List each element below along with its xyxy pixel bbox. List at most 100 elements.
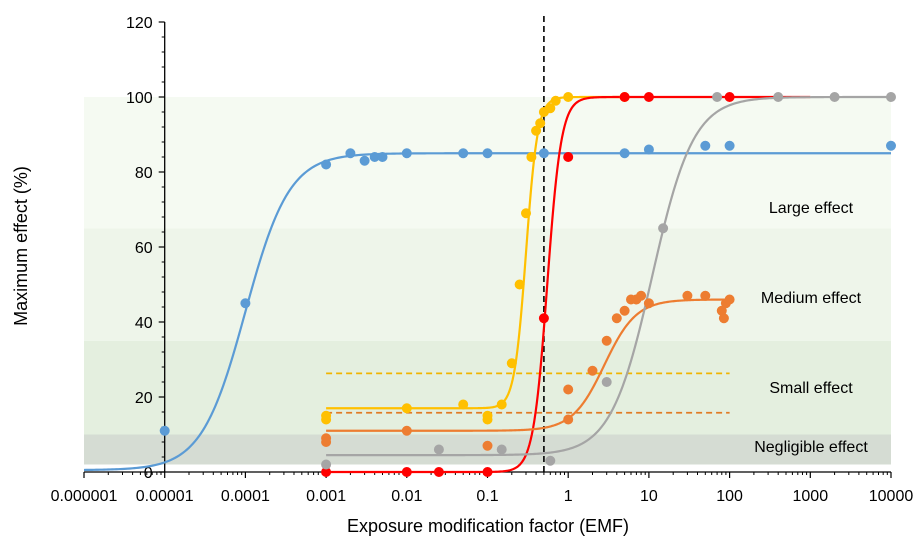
data-point-2 [563,152,574,162]
data-point-1 [458,399,469,410]
data-point-0 [377,152,388,162]
x-axis-title: Exposure modification factor (EMF) [347,516,629,536]
x-tick-label: 10 [640,488,658,505]
data-point-4 [496,444,507,455]
x-tick-label: 0.000001 [51,488,118,505]
fit-curve-1 [326,95,625,410]
data-point-1 [482,414,493,425]
band-medium-effect [84,228,891,341]
data-point-1 [506,358,517,369]
data-point-2 [619,92,630,102]
data-point-3 [563,384,574,395]
data-point-3 [587,365,598,376]
axis-labels: Exposure modification factor (EMF) Maxim… [11,166,629,536]
x-tick-label: 0.0001 [221,488,270,505]
data-point-1 [531,125,542,136]
data-point-3 [724,294,735,305]
data-point-3 [482,440,493,451]
x-tick-label: 0.00001 [136,488,194,505]
y-tick-label: 0 [144,465,153,482]
y-tick-label: 80 [135,165,153,182]
x-tick-label: 1000 [793,488,829,505]
data-point-3 [619,305,630,316]
data-point-4 [658,223,669,234]
data-point-4 [773,92,784,102]
data-point-0 [369,152,380,162]
data-point-3 [700,290,711,301]
axes: 0 20 40 60 80 100 120 0.000001 0.00001 0.0001 0.00… [51,15,914,505]
x-tick-label: 0.001 [306,488,346,505]
data-point-1 [526,152,537,162]
x-tick-label: 10000 [869,488,914,505]
x-tick-label: 1 [564,488,573,505]
data-point-2 [321,467,332,477]
data-point-0 [401,148,412,159]
data-point-3 [718,313,729,324]
data-point-2 [433,467,444,477]
data-point-0 [619,148,630,159]
y-tick-label: 100 [126,90,153,107]
data-point-1 [401,403,412,414]
data-point-3 [716,305,727,316]
data-point-3 [563,414,574,425]
band-large-effect [84,97,891,229]
fit-curve-4 [326,95,891,457]
data-point-0 [359,155,370,166]
data-point-3 [643,298,654,309]
band-label-small-effect: Small effect [769,380,853,397]
data-point-0 [700,140,711,151]
x-tick-label: 0.1 [476,488,498,505]
data-point-2 [401,467,412,477]
data-point-4 [829,92,840,102]
data-point-2 [482,467,493,477]
data-point-0 [538,148,549,159]
data-point-0 [159,425,170,436]
y-axis-title: Maximum effect (%) [11,166,31,326]
data-point-2 [643,92,654,102]
data-point-0 [643,144,654,155]
data-point-0 [345,148,356,159]
data-point-2 [724,92,735,102]
reference-lines [326,16,730,472]
y-tick-label: 20 [135,390,153,407]
y-tick-label: 60 [135,240,153,257]
data-point-1 [535,118,546,129]
data-point-2 [538,313,549,324]
data-point-3 [401,425,412,436]
band-label-medium-effect: Medium effect [761,290,862,307]
y-tick-label: 40 [135,315,153,332]
data-point-4 [545,455,556,466]
band-label-large-effect: Large effect [769,200,854,217]
data-point-4 [321,459,332,470]
data-point-1 [521,208,532,219]
data-point-1 [514,279,525,290]
x-tick-label: 0.01 [391,488,422,505]
data-point-1 [545,103,556,114]
data-point-3 [601,335,612,346]
data-point-0 [240,298,251,309]
data-point-1 [550,95,561,106]
y-tick-label: 120 [126,15,153,32]
data-point-4 [433,444,444,455]
data-point-0 [886,140,896,151]
data-point-0 [724,140,735,151]
data-point-3 [682,290,693,301]
data-point-0 [321,159,332,170]
data-point-3 [636,290,647,301]
data-point-1 [321,414,332,425]
effect-bands: Negligible effect Small effect Medium effe… [84,97,891,465]
fit-curve-3 [326,298,730,432]
data-point-1 [496,399,507,410]
data-point-0 [458,148,469,159]
data-point-4 [601,377,612,387]
data-point-3 [611,313,622,324]
x-tick-label: 100 [716,488,743,505]
data-point-0 [482,148,493,159]
data-point-4 [712,92,723,102]
data-point-1 [563,92,574,102]
band-label-negligible-effect: Negligible effect [754,439,868,456]
data-point-4 [886,92,896,102]
data-points [159,92,896,477]
